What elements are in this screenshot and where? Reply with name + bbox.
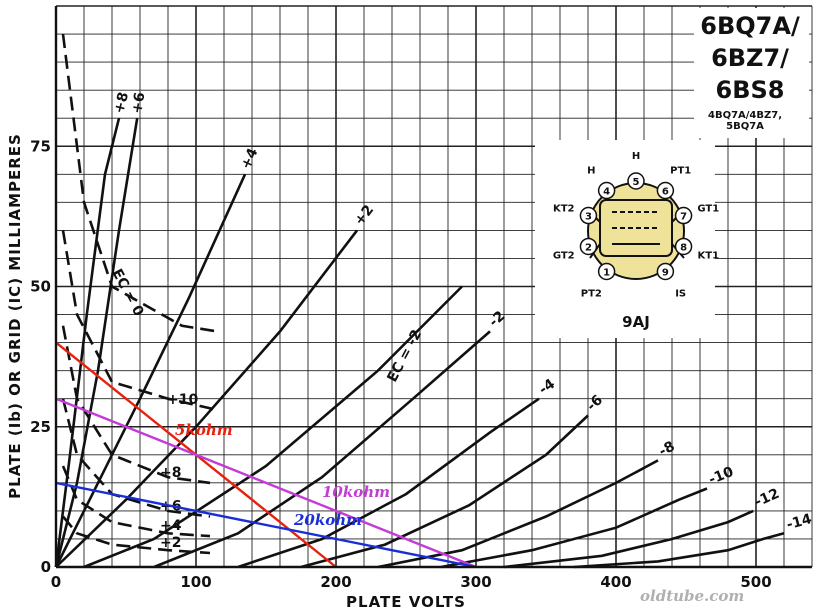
plate-curve	[440, 487, 708, 569]
plate-curve-label: -8	[656, 438, 677, 459]
x-tick-label: 300	[460, 573, 491, 591]
plate-curve	[55, 229, 359, 568]
grid-current-curve	[61, 325, 211, 485]
pin-name: PT1	[670, 166, 691, 177]
grid-current-curve	[62, 515, 211, 555]
grid-curve-label: +8	[160, 465, 181, 481]
plate-curve	[54, 117, 139, 568]
plate-curve-label: -2	[486, 308, 508, 330]
load-line-label: 10kohm	[322, 483, 390, 501]
plate-curve-label: -6	[584, 392, 606, 414]
grid-curve-label: +4	[160, 518, 182, 534]
pin-number: 4	[603, 187, 610, 198]
plate-curve-label: -14	[785, 511, 814, 533]
grid-current-curve	[61, 230, 218, 412]
pin-circle	[597, 181, 616, 200]
watermark: oldtube.com	[640, 587, 744, 605]
plate-curve	[54, 173, 247, 568]
title-line-2: 6BZ7/	[711, 44, 789, 72]
plate-curve-label: -10	[707, 464, 737, 488]
pin-name: IS	[675, 288, 686, 299]
grid-current-curves: +10+8+6+4+2	[61, 33, 218, 555]
ec-label-plate: EC = -2	[384, 327, 425, 385]
plate-curve-label: +2	[351, 202, 377, 229]
x-tick-label: 500	[740, 573, 771, 591]
pin-name: H	[632, 151, 640, 162]
pin-name: GT1	[697, 204, 719, 215]
pin-number: 2	[585, 242, 592, 253]
pin-circle	[597, 262, 616, 281]
subtitle-line-2: 5BQ7A	[726, 121, 764, 132]
pin-name: KT1	[698, 250, 720, 261]
load-line-label: 20kohm	[293, 511, 362, 529]
pin-circle	[674, 237, 693, 256]
pin-circle	[656, 262, 675, 281]
grid-curve-label: +2	[160, 535, 181, 551]
plate-curve	[300, 414, 589, 569]
ec-label-grid: EC = 0	[108, 266, 146, 319]
load-lines: 5kohm 10kohm 20kohm	[55, 341, 477, 569]
pin-circle	[627, 172, 645, 190]
pin-circle	[674, 206, 693, 225]
load-line-label: 5kohm	[175, 421, 233, 439]
y-tick-label: 75	[30, 137, 51, 155]
title-line-3: 6BS8	[716, 76, 785, 104]
plate-curve	[83, 285, 463, 569]
plate-curve	[503, 509, 754, 569]
y-tick-label: 50	[30, 278, 51, 296]
x-tick-label: 400	[600, 573, 631, 591]
pin-number: 5	[633, 177, 640, 188]
pin-name: GT2	[553, 250, 575, 261]
pin-number: 6	[662, 187, 669, 198]
plate-curve	[573, 532, 785, 569]
x-tick-label: 200	[320, 573, 351, 591]
pin-circle	[579, 237, 598, 256]
plate-curve-label: +4	[238, 146, 262, 172]
y-axis-label: PLATE (Ib) OR GRID (IC) MILLIAMPERES	[6, 133, 24, 499]
grid-curve-label: +10	[167, 392, 198, 408]
load-line	[55, 481, 477, 569]
pin-number: 3	[585, 212, 592, 223]
plate-curve	[237, 397, 540, 569]
pin-number: 7	[680, 212, 687, 223]
load-line	[55, 397, 477, 569]
pin-number: 8	[680, 242, 687, 253]
plate-curve	[153, 330, 491, 569]
pin-name: H	[587, 166, 595, 177]
plate-curve-label: +6	[129, 91, 148, 115]
pin-number: 9	[662, 267, 669, 278]
pin-name: PT2	[581, 288, 602, 299]
grid-current-curve	[61, 465, 211, 538]
grid-current-curve	[61, 33, 218, 333]
pin-circle	[579, 206, 598, 225]
plate-curve	[54, 117, 121, 568]
x-tick-label: 0	[51, 573, 61, 591]
plate-curve-label: -4	[536, 376, 558, 398]
plate-curve-label: +8	[111, 90, 132, 115]
title-line-1: 6BQ7A/	[700, 12, 800, 40]
pin-number: 1	[603, 267, 610, 278]
x-axis-label: PLATE VOLTS	[346, 593, 466, 611]
x-tick-label: 100	[180, 573, 211, 591]
plate-curve	[377, 459, 659, 569]
pin-circle	[656, 181, 675, 200]
base-type-label: 9AJ	[622, 313, 650, 331]
subtitle-line-1: 4BQ7A/4BZ7,	[708, 110, 782, 121]
y-tick-label: 0	[41, 558, 51, 576]
y-tick-label: 25	[30, 418, 51, 436]
title-box	[694, 8, 809, 138]
pin-name: KT2	[553, 204, 575, 215]
